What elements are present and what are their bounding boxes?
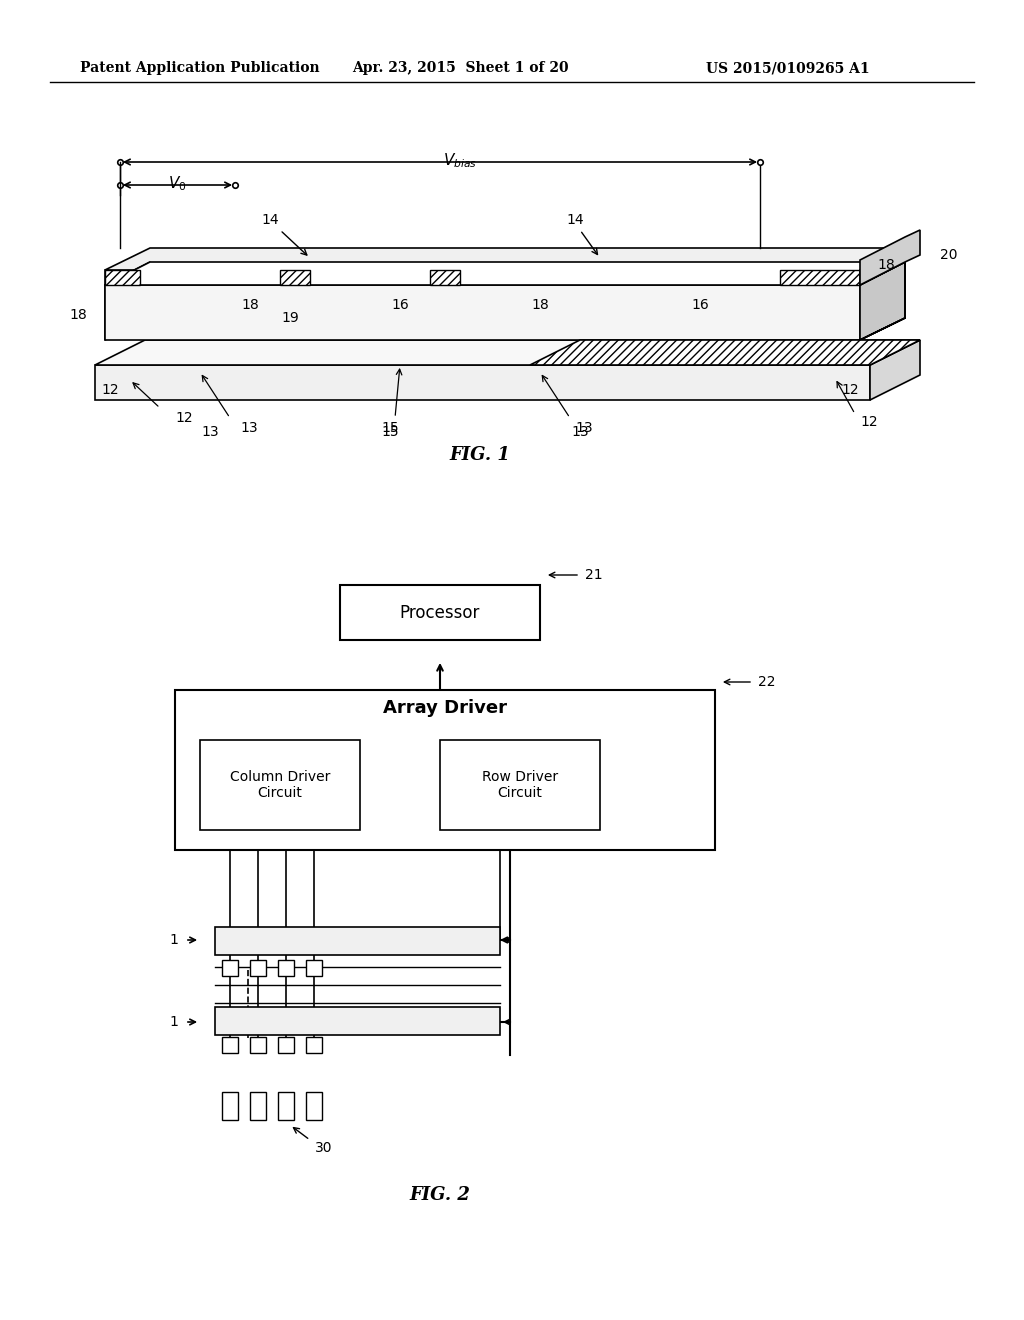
Text: 15: 15 — [381, 421, 398, 436]
Text: 13: 13 — [571, 425, 589, 440]
Text: 14: 14 — [566, 213, 584, 227]
Text: 12: 12 — [175, 411, 193, 425]
Bar — [278, 960, 294, 975]
Text: 12: 12 — [101, 383, 119, 397]
Text: Column Driver
Circuit: Column Driver Circuit — [229, 770, 330, 800]
Polygon shape — [105, 261, 905, 285]
Bar — [306, 960, 322, 975]
Text: 18: 18 — [531, 298, 549, 312]
Text: Processor: Processor — [399, 603, 480, 622]
Polygon shape — [860, 230, 920, 285]
Text: 13: 13 — [240, 421, 258, 436]
FancyBboxPatch shape — [175, 690, 715, 850]
Polygon shape — [105, 271, 140, 285]
Polygon shape — [95, 366, 870, 400]
FancyBboxPatch shape — [200, 741, 360, 830]
Text: 18: 18 — [70, 308, 87, 322]
Bar — [306, 1038, 322, 1053]
Text: 18: 18 — [241, 298, 259, 312]
Text: Row Driver
Circuit: Row Driver Circuit — [482, 770, 558, 800]
Bar — [222, 960, 238, 975]
Text: 12: 12 — [860, 414, 878, 429]
Text: 12: 12 — [841, 383, 859, 397]
Polygon shape — [870, 341, 920, 400]
Bar — [278, 1038, 294, 1053]
Text: 15: 15 — [381, 425, 398, 440]
Text: 22: 22 — [758, 675, 775, 689]
Polygon shape — [860, 261, 905, 341]
Text: $V_0$: $V_0$ — [168, 174, 186, 193]
Text: 21: 21 — [585, 568, 603, 582]
Text: FIG. 1: FIG. 1 — [450, 446, 510, 465]
Polygon shape — [105, 285, 860, 341]
Polygon shape — [860, 248, 905, 341]
Text: 13: 13 — [201, 425, 219, 440]
Text: 13: 13 — [575, 421, 593, 436]
Text: 30: 30 — [315, 1140, 333, 1155]
Text: 1: 1 — [169, 1015, 178, 1030]
Bar — [250, 1038, 266, 1053]
Bar — [222, 1038, 238, 1053]
Text: 26: 26 — [177, 725, 195, 739]
Text: 16: 16 — [691, 298, 709, 312]
Polygon shape — [530, 341, 920, 366]
Text: Patent Application Publication: Patent Application Publication — [80, 61, 319, 75]
Text: 19: 19 — [282, 312, 299, 325]
Bar — [250, 960, 266, 975]
Bar — [215, 927, 500, 954]
Polygon shape — [105, 248, 905, 271]
Polygon shape — [860, 248, 905, 285]
Bar — [250, 1092, 266, 1119]
Text: 18: 18 — [878, 257, 895, 272]
Polygon shape — [780, 271, 860, 285]
Polygon shape — [95, 341, 920, 366]
FancyBboxPatch shape — [340, 585, 540, 640]
Text: FIG. 2: FIG. 2 — [410, 1185, 470, 1204]
Polygon shape — [105, 261, 150, 341]
FancyBboxPatch shape — [440, 741, 600, 830]
Text: Apr. 23, 2015  Sheet 1 of 20: Apr. 23, 2015 Sheet 1 of 20 — [351, 61, 568, 75]
Text: $V_{bias}$: $V_{bias}$ — [443, 152, 477, 170]
Text: 20: 20 — [940, 248, 957, 261]
Text: 1: 1 — [169, 933, 178, 946]
Bar — [278, 1092, 294, 1119]
Bar — [215, 1007, 500, 1035]
Text: US 2015/0109265 A1: US 2015/0109265 A1 — [707, 61, 870, 75]
Polygon shape — [280, 271, 310, 285]
Text: 16: 16 — [391, 298, 409, 312]
Polygon shape — [105, 271, 860, 285]
Text: 14: 14 — [261, 213, 279, 227]
Text: 24: 24 — [605, 725, 623, 739]
Bar — [306, 1092, 322, 1119]
Polygon shape — [430, 271, 460, 285]
Bar — [222, 1092, 238, 1119]
Text: Array Driver: Array Driver — [383, 700, 507, 717]
